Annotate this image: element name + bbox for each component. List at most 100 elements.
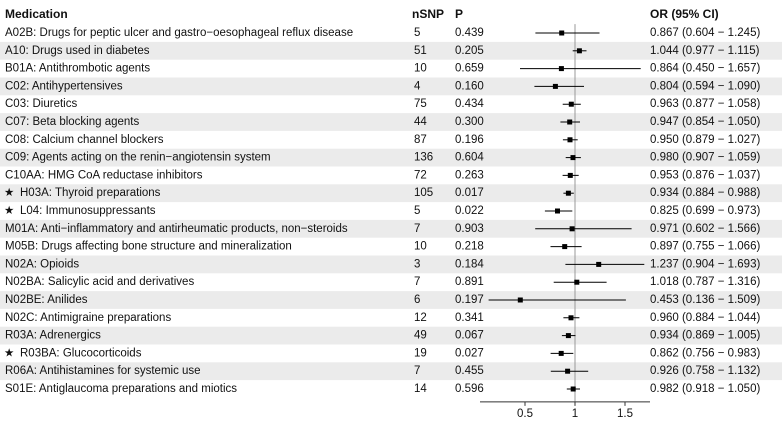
p-value: 0.017 [455,187,484,199]
header: OR (95% CI) [650,7,719,21]
medication: N02BE: Anilides [5,294,88,306]
row-band [0,326,782,345]
medication: S01E: Antiglaucoma preparations and miot… [5,383,237,395]
or-label: 0.825 (0.699 − 0.973) [650,205,760,217]
nsnp: 10 [414,241,427,253]
nsnp: 7 [414,365,420,377]
p-value: 0.196 [455,134,484,146]
p-value: 0.341 [455,312,484,324]
nsnp: 44 [414,116,427,128]
medication: C08: Calcium channel blockers [5,134,164,146]
or-point [517,297,523,303]
nsnp: 136 [414,152,433,164]
or-label: 0.934 (0.869 − 1.005) [650,330,760,342]
nsnp: 51 [414,45,427,57]
or-label: 0.947 (0.854 − 1.050) [650,116,760,128]
medication: C03: Diuretics [5,98,77,110]
or-label: 0.982 (0.918 − 1.050) [650,383,760,395]
or-label: 0.453 (0.136 − 1.509) [650,294,760,306]
star: ★ [4,187,14,199]
medication: C02: Antihypertensives [5,80,123,92]
p-value: 0.218 [455,241,484,253]
nsnp: 72 [414,169,427,181]
nsnp: 75 [414,98,427,110]
or-label: 0.867 (0.604 − 1.245) [650,27,760,39]
or-point [570,155,576,161]
or-point [567,119,573,125]
row-band [0,77,782,96]
row-bands [0,41,782,381]
row-band [0,291,782,309]
nsnp: 6 [414,294,420,306]
medication: R03A: Adrenergics [5,330,101,342]
or-label: 0.971 (0.602 − 1.566) [650,223,760,235]
medication: C09: Agents acting on the renin−angioten… [5,152,271,164]
medication: R06A: Antihistamines for systemic use [5,365,201,377]
p-value: 0.604 [455,152,484,164]
p-value: 0.659 [455,63,484,75]
star: ★ [4,347,14,359]
nsnp: 7 [414,276,420,288]
nsnp: 5 [414,27,420,39]
medication: M05B: Drugs affecting bone structure and… [5,241,292,253]
or-label: 1.018 (0.787 − 1.316) [650,276,760,288]
p-value: 0.205 [455,45,484,57]
or-label: 0.804 (0.594 − 1.090) [650,80,760,92]
or-label: 1.237 (0.904 − 1.693) [650,258,760,270]
or-label: 0.980 (0.907 − 1.059) [650,152,760,164]
x-tick-label: 0.5 [517,408,533,420]
row-band [0,148,782,167]
or-label: 0.950 (0.879 − 1.027) [650,134,760,146]
header: P [455,7,463,21]
row-band [0,113,782,131]
medication: A02B: Drugs for peptic ulcer and gastro−… [5,27,353,39]
nsnp: 12 [414,312,427,324]
nsnp: 105 [414,187,433,199]
or-point [565,368,571,374]
or-label: 0.953 (0.876 − 1.037) [650,169,760,181]
or-label: 0.897 (0.755 − 1.066) [650,241,760,253]
medication: L04: Immunosuppressants [20,205,156,217]
p-value: 0.160 [455,80,484,92]
or-point [567,172,573,178]
or-label: 0.926 (0.758 − 1.132) [650,365,760,377]
or-point [552,83,558,89]
header: Medication [5,7,68,21]
row-band [0,362,782,381]
p-value: 0.596 [455,383,484,395]
x-tick-label: 1.5 [617,408,633,420]
row-band [0,41,782,60]
or-label: 0.864 (0.450 − 1.657) [650,63,760,75]
medication: C10AA: HMG CoA reductase inhibitors [5,169,203,181]
or-point [568,101,574,107]
medication: C07: Beta blocking agents [5,116,140,128]
x-tick-label: 1 [572,408,578,420]
or-point [576,48,582,54]
or-point [568,315,574,321]
or-point [569,226,575,232]
p-value: 0.022 [455,205,484,217]
or-label: 0.963 (0.877 − 1.058) [650,98,760,110]
or-point [558,66,564,72]
or-point [565,333,571,339]
nsnp: 3 [414,258,420,270]
or-point [562,244,568,250]
nsnp: 49 [414,330,427,342]
or-point [558,350,564,356]
or-point [574,279,580,285]
p-value: 0.197 [455,294,484,306]
nsnp: 10 [414,63,427,75]
nsnp: 4 [414,80,421,92]
p-value: 0.891 [455,276,484,288]
row-band [0,255,782,274]
or-label: 0.960 (0.884 − 1.044) [650,312,760,324]
or-label: 0.934 (0.884 − 0.988) [650,187,760,199]
p-value: 0.439 [455,27,484,39]
p-value: 0.067 [455,330,484,342]
medication: N02C: Antimigraine preparations [5,312,171,324]
p-value: 0.434 [455,98,484,110]
medication: B01A: Antithrombotic agents [5,63,150,75]
medication: R03BA: Glucocorticoids [20,347,142,359]
row-band [0,219,782,238]
